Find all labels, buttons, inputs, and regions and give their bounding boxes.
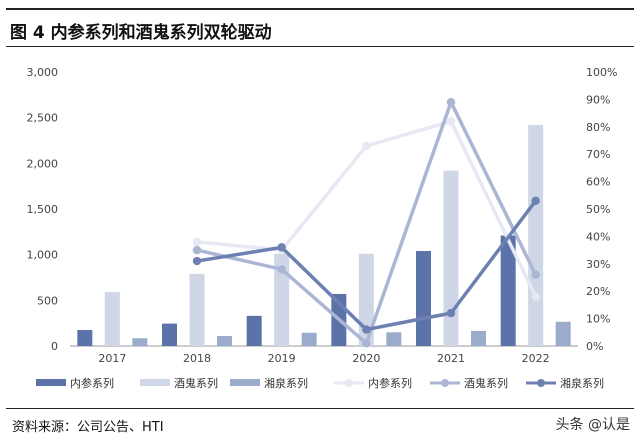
bar-series-group [77,124,571,347]
legend-swatch [230,379,260,386]
bar-2 [443,170,459,346]
line-point-3 [446,308,456,318]
legend-label: 湘泉系列 [560,376,604,390]
bar-3 [471,330,486,346]
legend-marker [441,379,449,387]
line-point-2 [192,245,202,255]
x-tick-label: 2017 [98,352,126,365]
y-left-tick-label: 0 [51,340,58,353]
y-right-tick-label: 100% [586,66,617,79]
y-left-tick-label: 2,000 [27,157,59,170]
line-point-2 [362,339,371,348]
figure-title: 图 4 内参系列和酒鬼系列双轮驱动 [10,23,272,43]
y-right-tick-label: 40% [586,230,610,243]
line-point-3 [362,325,371,334]
line-point-3 [531,196,540,205]
y-left-tick-label: 3,000 [27,66,59,79]
line-point-1 [446,117,456,126]
legend-label: 酒鬼系列 [174,376,218,390]
line-point-1 [362,141,371,151]
line-point-3 [277,243,286,252]
line-point-2 [277,265,286,274]
bar-2 [104,292,120,346]
chart-legend: 内参系列 酒鬼系列 湘泉系列 内参系列 酒鬼系列 湘泉系列 [36,376,604,390]
bar-1 [500,235,516,346]
y-right-tick-label: 60% [586,176,610,189]
bar-2 [274,253,290,346]
bar-1 [162,323,177,346]
x-tick-label: 2020 [352,352,380,365]
bar-2 [189,273,205,346]
y-left-tick-label: 2,500 [27,112,59,125]
line-series-group [192,97,540,348]
y-right-tick-label: 90% [586,93,610,106]
bar-2 [528,124,544,347]
source-rule [6,408,634,409]
y-right-tick-label: 70% [586,148,610,161]
bar-3 [132,338,148,346]
legend-marker [345,379,353,387]
y-right-tick-label: 10% [586,313,610,326]
y-right-tick-label: 0% [586,340,603,353]
dual-axis-chart: 0 500 1,000 1,500 2,000 2,500 3,000 0% 10% 20% 30%… [27,66,618,390]
bar-1 [77,330,93,346]
title-rule [6,46,634,47]
legend-marker [537,379,545,387]
bar-1 [416,251,431,346]
line-point-2 [531,270,540,279]
y-left-tick-label: 1,000 [27,249,59,262]
watermark: 头条 @认是 [555,417,630,433]
line-point-3 [192,256,202,266]
line-point-2 [446,97,456,107]
x-tick-label: 2018 [183,352,211,365]
y-right-tick-label: 80% [586,121,610,134]
bar-3 [555,321,571,346]
line-point-1 [192,237,202,247]
y-right-tick-label: 50% [586,203,610,216]
legend-label: 湘泉系列 [264,376,308,390]
legend-label: 酒鬼系列 [464,376,508,390]
y-left-tick-label: 1,500 [27,203,59,216]
legend-label: 内参系列 [368,376,412,390]
x-tick-label: 2022 [522,352,550,365]
x-tick-label: 2021 [437,352,465,365]
chart-axes: 0 500 1,000 1,500 2,000 2,500 3,000 0% 10% 20% 30%… [27,66,618,365]
bar-2 [358,253,374,346]
bar-3 [386,332,402,346]
top-rule [6,8,634,10]
bar-1 [246,315,262,346]
source-note: 资料来源：公司公告、HTI [12,420,164,435]
bar-3 [217,335,232,346]
line-point-1 [531,292,540,301]
legend-swatch [36,379,66,386]
legend-swatch [140,379,170,386]
bar-3 [301,332,317,346]
x-tick-label: 2019 [268,352,296,365]
y-right-tick-label: 20% [586,285,610,298]
y-left-tick-label: 500 [37,294,58,307]
legend-label: 内参系列 [70,376,114,390]
y-right-tick-label: 30% [586,258,610,271]
